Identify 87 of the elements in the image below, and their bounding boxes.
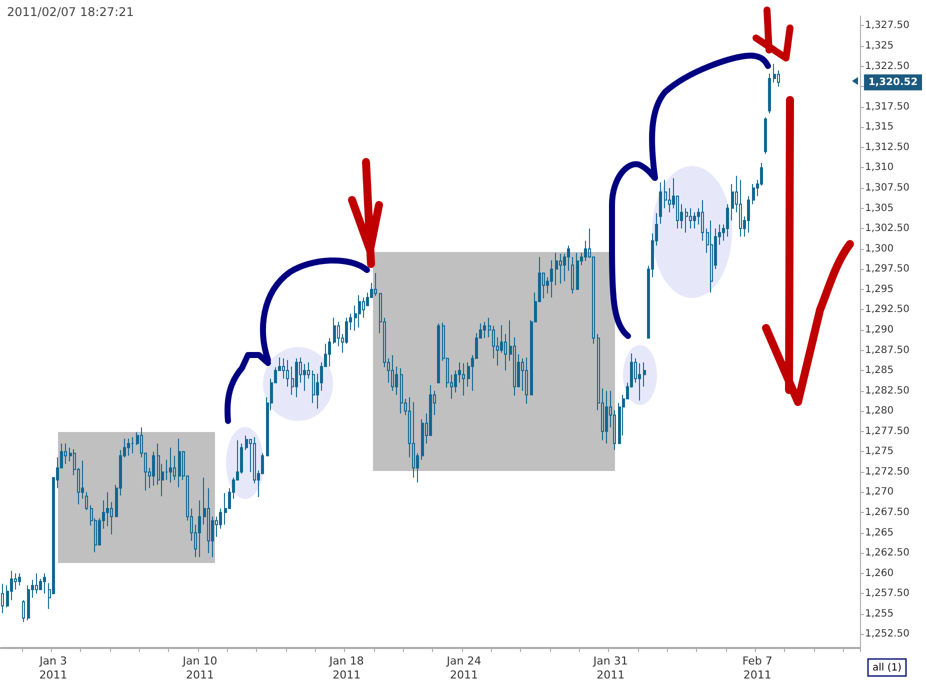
candlestick [18,572,21,586]
candlestick [752,183,755,205]
x-tick-label: Jan 31 2011 [592,654,628,682]
candlestick [462,362,465,396]
text: all (1) [872,662,902,674]
candlestick [437,322,440,384]
chart-title: 2011/02/07 18:27:21 [7,5,134,19]
candlestick [576,252,579,290]
candlestick [286,359,289,388]
candlestick [358,294,361,328]
candlestick [374,272,377,296]
y-tick-label: 1,270 [865,486,894,498]
candlestick [659,182,662,224]
candlestick [685,208,688,234]
candlestick [152,451,155,486]
y-tick-label: 1,295 [865,284,894,295]
candlestick [710,220,713,294]
candlestick [333,317,336,344]
candlestick [35,572,38,594]
y-tick-label: 1,290 [865,324,894,336]
candlestick [643,362,646,388]
x-tick-label: Jan 10 2011 [182,654,218,682]
x-tick-label: Jan 3 2011 [38,654,68,682]
y-tick-label: 1,307.50 [865,182,910,194]
candlestick [43,572,46,594]
candlestick [328,338,331,367]
candlestick [412,402,415,478]
y-tick-label: 1,275 [865,446,894,458]
y-tick-label: 1,265 [865,527,894,538]
y-tick-label: 1,287.50 [865,344,910,356]
candlestick [747,196,750,234]
candlestick [169,447,172,483]
candlestick [295,358,298,398]
candlestick [555,252,558,286]
candlestick [559,253,562,284]
candlestick [689,208,692,230]
y-tick-label: 1,255 [865,608,894,620]
candlestick [605,390,608,444]
y-tick-label: 1,297.50 [865,264,910,275]
candlestick [391,354,394,392]
candlestick [131,436,134,454]
y-tick-label: 1,292.50 [865,304,910,316]
y-tick-label: 1,252.50 [865,628,910,640]
candlestick [198,500,201,558]
candlestick [85,492,88,511]
x-tick-label: Jan 24 2011 [446,654,482,682]
candlestick [22,600,25,623]
y-tick-label: 1,282.50 [865,385,910,396]
candlestick [550,260,553,298]
y-tick-label: 1,260 [865,568,894,579]
candlestick [701,200,704,242]
candlestick [483,321,486,339]
x-tick-label: Feb 7 2011 [742,654,772,682]
y-tick-label: 1,317.50 [865,101,910,112]
candlestick [726,204,729,238]
text: 1,320.52 [868,76,918,88]
candlestick [764,116,767,154]
y-tick-label: 1,277.50 [865,426,910,437]
candlestick [664,179,667,209]
y-tick-label: 1,300 [865,243,894,254]
candlestick [1,583,4,614]
candlestick [127,438,130,456]
candlestick [638,362,641,402]
candlestick [400,368,403,414]
y-tick-label: 1,325 [865,40,894,52]
candlestick [64,443,67,464]
y-tick-label: 1,305 [865,202,894,214]
y-tick-label: 1,267.50 [865,507,910,518]
y-tick-label: 1,272.50 [865,466,910,478]
y-tick-label: 1,315 [865,122,894,133]
y-tick-label: 1,280 [865,406,894,417]
y-tick-label: 1,310 [865,162,894,174]
y-tick-label: 1,327.50 [865,20,910,32]
candlestick [773,63,776,84]
y-tick-label: 1,302.50 [865,223,910,234]
candlestick [571,256,574,294]
candlestick [693,212,696,230]
y-tick-label: 1,262.50 [865,548,910,559]
y-tick-label: 1,257.50 [865,588,910,600]
candlestick [739,179,742,238]
y-tick-label: 1,322.50 [865,60,910,72]
candlestick [525,357,528,404]
y-tick-label: 1,312.50 [865,142,910,153]
x-tick-label: Jan 18 2011 [328,654,364,682]
candlestick [178,438,181,488]
y-tick-label: 1,285 [865,365,894,376]
candlestick [768,73,771,114]
